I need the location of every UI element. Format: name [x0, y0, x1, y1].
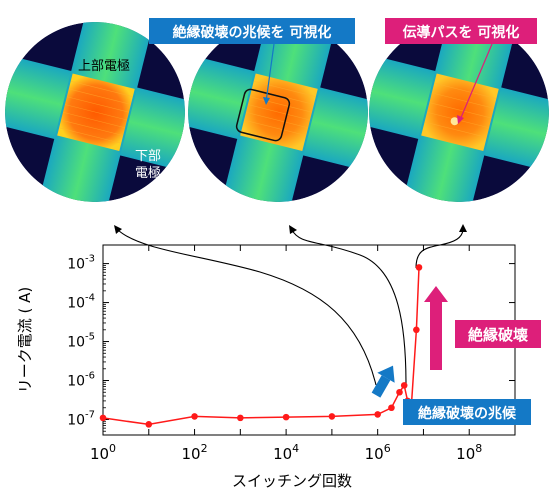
axis-ticks — [102, 245, 516, 436]
path-pointer-head — [457, 115, 464, 124]
top-electrode-label: 上部電極 — [78, 58, 130, 74]
connector-initial — [117, 229, 377, 386]
path-pointer — [459, 43, 493, 121]
series-points — [99, 264, 423, 428]
y-tick-label: 10-3 — [67, 254, 95, 273]
precursor-pointer — [265, 43, 275, 103]
y-tick-label: 10-4 — [67, 293, 95, 312]
data-point — [388, 404, 395, 412]
x-tick-label: 104 — [273, 442, 299, 463]
y-axis-title: リーク電流 ( A) — [16, 287, 34, 394]
data-point — [145, 421, 153, 428]
precursor-label-box: 絶縁破壊の兆候 — [403, 399, 531, 425]
series-line — [102, 267, 420, 426]
bottom-electrode-label-2: 電極 — [135, 165, 161, 181]
y-tick-label: 10-7 — [67, 409, 95, 428]
svg-text:絶縁破壊: 絶縁破壊 — [468, 326, 528, 344]
connector-initial-head — [114, 225, 122, 234]
x-axis-title: スイッチング回数 — [232, 472, 352, 490]
micrograph-breakdown — [369, 22, 549, 202]
connector-precursor — [291, 229, 407, 386]
data-point — [396, 388, 403, 396]
data-point — [400, 382, 408, 389]
precursor-highlight-box — [235, 88, 291, 142]
precursor-pointer-head — [263, 97, 270, 105]
svg-text:絶縁破壊の兆候を 可視化: 絶縁破壊の兆候を 可視化 — [173, 24, 332, 41]
x-tick-label: 102 — [182, 442, 208, 463]
micrograph-initial — [5, 22, 185, 202]
connector-precursor-head — [289, 225, 297, 234]
data-point — [328, 413, 336, 420]
data-point — [413, 326, 420, 334]
precursor-visualized-callout: 絶縁破壊の兆候を 可視化 — [149, 18, 355, 44]
micrograph-precursor — [188, 22, 368, 202]
x-tick-label: 100 — [90, 442, 116, 463]
path-visualized-callout: 伝導パスを 可視化 — [385, 18, 537, 44]
data-point — [237, 414, 244, 422]
data-point — [191, 413, 198, 420]
breakdown-label-box: 絶縁破壊 — [455, 320, 541, 348]
data-point — [99, 414, 107, 422]
y-tick-label: 10-6 — [67, 371, 95, 390]
data-point — [415, 264, 423, 271]
x-tick-label: 108 — [456, 442, 482, 463]
svg-text:伝導パスを 可視化: 伝導パスを 可視化 — [403, 24, 520, 41]
connector-breakdown-head — [459, 224, 467, 232]
bottom-electrode-label: 下部 — [135, 149, 161, 164]
y-tick-label: 10-5 — [67, 332, 95, 351]
data-point — [374, 411, 381, 418]
breakdown-arrow — [424, 286, 448, 370]
svg-text:絶縁破壊の兆候: 絶縁破壊の兆候 — [418, 405, 517, 422]
data-point — [282, 413, 290, 421]
tick-labels: 100 102 104 106 108 10-7 10-6 10-5 10-4 10-3 — [67, 254, 482, 463]
precursor-arrow — [371, 365, 395, 398]
x-tick-label: 106 — [365, 442, 391, 463]
